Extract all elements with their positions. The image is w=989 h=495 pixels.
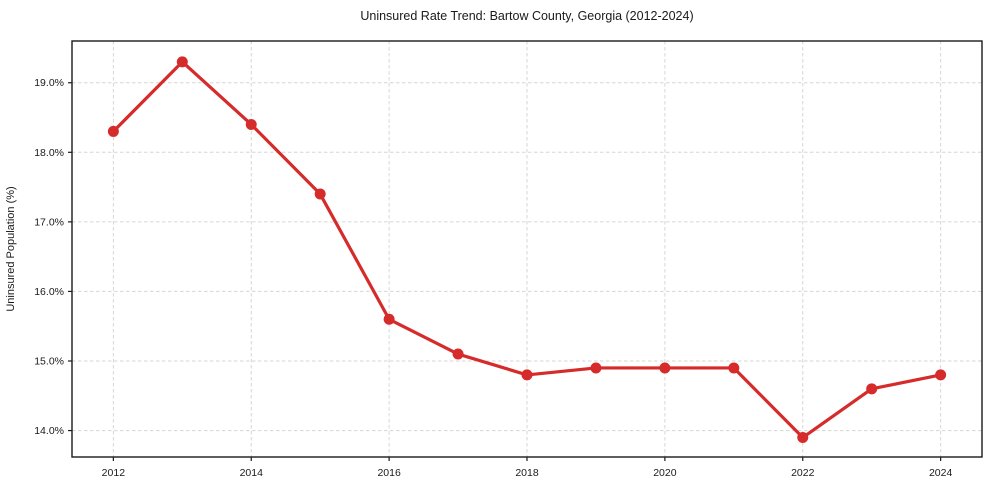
data-point-2013: [176, 56, 188, 68]
y-axis-label: Uninsured Population (%): [5, 186, 17, 311]
y-tick-label: 14.0%: [34, 425, 64, 437]
x-tick-label: 2024: [929, 467, 953, 479]
data-point-2020: [659, 362, 671, 374]
data-point-2018: [521, 369, 533, 381]
x-tick-label: 2012: [102, 467, 126, 479]
data-point-2012: [107, 125, 119, 137]
y-tick-label: 19.0%: [34, 77, 64, 89]
data-point-2024: [935, 369, 947, 381]
x-tick-label: 2022: [791, 467, 815, 479]
trend-line: [111, 60, 943, 440]
y-tick-label: 18.0%: [34, 147, 64, 159]
axis-frame: [71, 40, 983, 458]
y-tick-label: 16.0%: [34, 286, 64, 298]
chart-title: Uninsured Rate Trend: Bartow County, Geo…: [360, 9, 693, 23]
data-point-2014: [245, 118, 257, 130]
y-tick-label: 15.0%: [34, 356, 64, 368]
data-point-2019: [590, 362, 602, 374]
grid-layer: [72, 41, 982, 457]
data-point-2023: [866, 383, 878, 395]
x-tick-label: 2016: [377, 467, 401, 479]
y-tick-label: 17.0%: [34, 216, 64, 228]
data-point-2017: [452, 348, 464, 360]
data-point-2022: [797, 432, 809, 444]
data-point-2021: [728, 362, 740, 374]
x-tick-label: 2014: [240, 467, 264, 479]
series-layer: [107, 56, 947, 444]
data-point-2016: [383, 313, 395, 325]
tick-layer: 2012 2014 2016 2018 2020 2022 2024 14.0% 15.0% 16…: [34, 77, 952, 479]
x-tick-label: 2020: [653, 467, 677, 479]
x-tick-label: 2018: [515, 467, 539, 479]
data-point-2015: [314, 188, 326, 200]
